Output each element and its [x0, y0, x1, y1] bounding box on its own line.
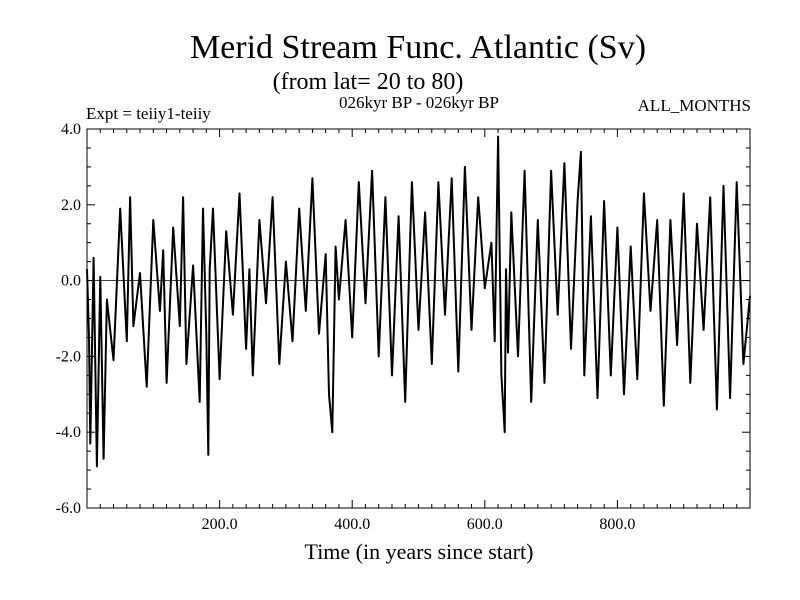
x-axis: 200.0 400.0 600.0 800.0	[99, 129, 738, 533]
y-tick-label: -6.0	[56, 500, 81, 517]
expt-annotation: Expt = teiiy1-teiiy	[86, 104, 211, 123]
x-tick-label: 400.0	[334, 516, 370, 533]
x-tick-label: 800.0	[599, 516, 635, 533]
y-tick-label: 2.0	[61, 197, 81, 214]
y-tick-label: 0.0	[61, 273, 81, 290]
period-annotation: 026kyr BP - 026kyr BP	[339, 93, 499, 112]
x-tick-label: 200.0	[202, 516, 238, 533]
x-tick-label: 600.0	[467, 516, 503, 533]
chart-subtitle: (from lat= 20 to 80)	[273, 69, 464, 95]
y-axis: -6.0 -4.0 -2.0 0.0 2.0 4.0	[56, 121, 750, 517]
y-tick-label: 4.0	[61, 121, 81, 138]
y-tick-label: -2.0	[56, 348, 81, 365]
months-annotation: ALL_MONTHS	[638, 96, 751, 115]
series-line	[86, 135, 751, 468]
y-tick-label: -4.0	[56, 424, 81, 441]
chart-title: Merid Stream Func. Atlantic (Sv)	[190, 29, 646, 66]
x-axis-label: Time (in years since start)	[305, 539, 534, 564]
